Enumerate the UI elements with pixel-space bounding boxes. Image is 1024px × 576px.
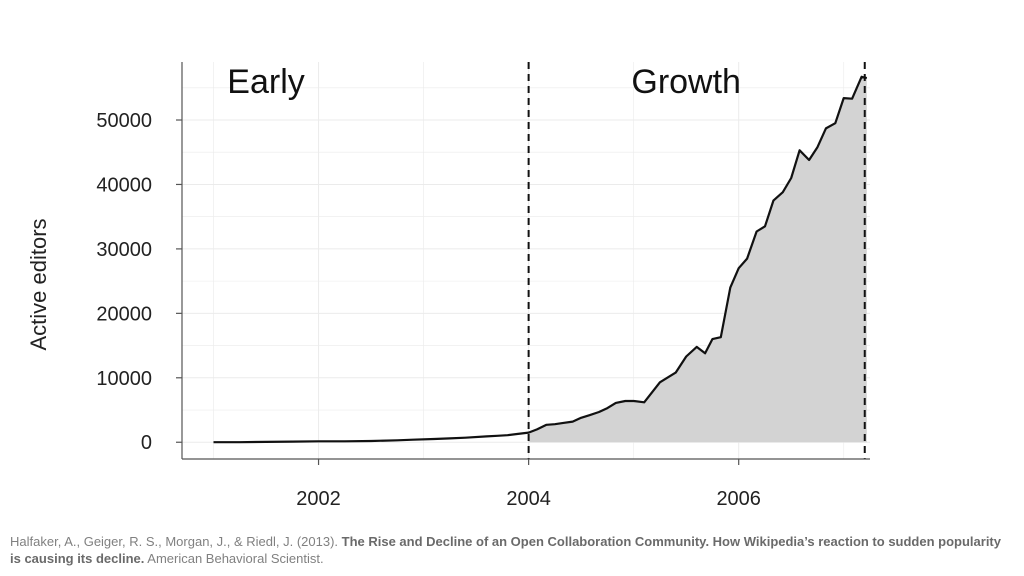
citation-journal: American Behavioral Scientist. — [144, 551, 324, 566]
active-editors-line — [213, 75, 868, 444]
y-tick-label: 40000 — [96, 174, 152, 196]
y-tick-label: 20000 — [96, 303, 152, 325]
x-tick-label: 2006 — [716, 488, 761, 510]
chart: 0 10000 20000 30000 40000 50000 2002 2004 2006 Ac… — [26, 62, 870, 510]
y-axis-label: Active editors — [26, 218, 51, 350]
y-tick-label: 30000 — [96, 239, 152, 261]
region-label-growth: Growth — [631, 63, 741, 101]
y-tick-label: 0 — [141, 432, 152, 454]
citation-authors: Halfaker, A., Geiger, R. S., Morgan, J.,… — [10, 534, 342, 549]
citation-title: The Rise and Decline of an Open Collabor… — [10, 534, 1001, 566]
y-tick-label: 50000 — [96, 110, 152, 132]
region-label-early: Early — [227, 63, 304, 101]
x-tick-label: 2002 — [296, 488, 341, 510]
citation: Halfaker, A., Geiger, R. S., Morgan, J.,… — [10, 533, 1010, 567]
y-tick-label: 10000 — [96, 368, 152, 390]
growth-area — [528, 76, 867, 443]
x-tick-label: 2004 — [506, 488, 551, 510]
